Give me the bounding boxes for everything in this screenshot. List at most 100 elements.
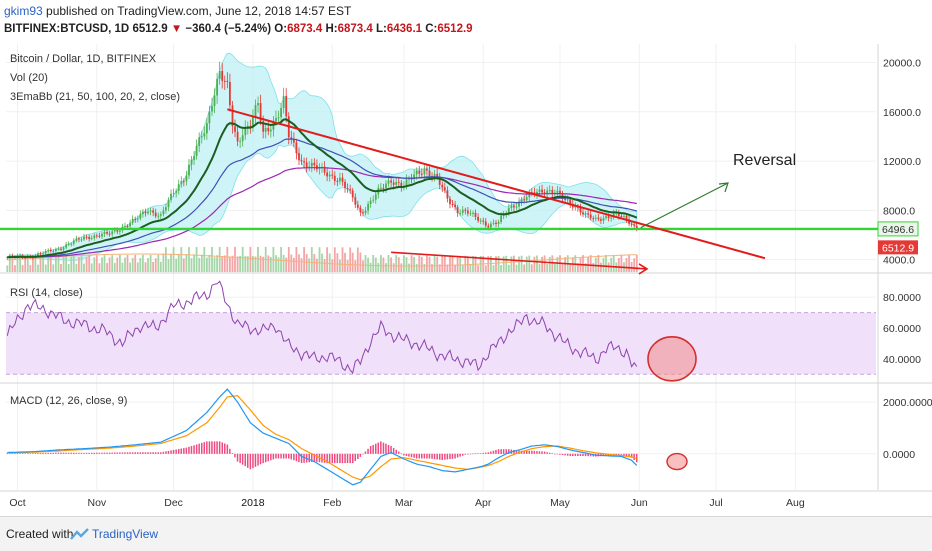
candle-body[interactable] (410, 178, 413, 180)
candle-body[interactable] (579, 207, 582, 213)
candle-body[interactable] (200, 136, 203, 138)
candle-body[interactable] (428, 170, 431, 177)
candle-body[interactable] (39, 253, 42, 255)
candle-body[interactable] (113, 230, 116, 232)
candle-body[interactable] (47, 249, 50, 251)
candle-body[interactable] (354, 197, 357, 205)
candle-body[interactable] (605, 216, 607, 219)
candle-body[interactable] (582, 212, 584, 215)
candle-body[interactable] (328, 174, 331, 177)
candle-body[interactable] (497, 222, 500, 224)
candle-body[interactable] (513, 205, 515, 208)
candle-body[interactable] (436, 173, 439, 178)
candle-body[interactable] (451, 204, 454, 205)
candle-body[interactable] (78, 238, 80, 240)
candle-body[interactable] (259, 103, 262, 122)
candle-body[interactable] (464, 209, 467, 211)
candle-body[interactable] (67, 243, 70, 245)
candle-body[interactable] (380, 187, 382, 189)
candle-body[interactable] (441, 184, 444, 188)
candle-body[interactable] (37, 253, 39, 256)
candle-body[interactable] (142, 211, 144, 215)
candle-body[interactable] (62, 247, 65, 250)
candle-body[interactable] (208, 111, 211, 124)
candle-body[interactable] (587, 213, 589, 215)
candle-body[interactable] (254, 105, 257, 117)
candle-body[interactable] (546, 190, 549, 194)
candle-body[interactable] (566, 199, 569, 201)
candle-body[interactable] (349, 189, 352, 191)
candle-body[interactable] (551, 190, 554, 194)
candle-body[interactable] (218, 71, 221, 79)
candle-body[interactable] (400, 182, 403, 187)
candle-body[interactable] (415, 170, 418, 175)
candle-body[interactable] (65, 244, 67, 248)
candle-body[interactable] (285, 95, 288, 117)
candle-body[interactable] (538, 189, 541, 192)
candle-body[interactable] (239, 141, 241, 143)
candle-body[interactable] (124, 226, 126, 227)
candle-body[interactable] (423, 168, 426, 175)
candle-body[interactable] (269, 129, 272, 132)
candle-body[interactable] (52, 251, 55, 252)
candle-body[interactable] (397, 181, 400, 183)
candle-body[interactable] (523, 199, 526, 201)
candle-body[interactable] (617, 212, 620, 217)
candle-body[interactable] (290, 137, 293, 139)
candle-body[interactable] (154, 212, 157, 217)
candle-body[interactable] (635, 225, 638, 229)
candle-body[interactable] (103, 232, 106, 234)
candle-body[interactable] (500, 215, 502, 222)
candle-body[interactable] (129, 222, 131, 227)
candle-body[interactable] (474, 212, 477, 217)
candle-body[interactable] (564, 198, 566, 200)
candle-body[interactable] (490, 223, 492, 228)
candle-body[interactable] (597, 217, 600, 220)
candle-body[interactable] (339, 177, 341, 182)
candle-body[interactable] (541, 189, 543, 193)
candle-body[interactable] (80, 239, 83, 241)
candle-body[interactable] (221, 71, 224, 81)
candle-body[interactable] (305, 162, 308, 168)
candle-body[interactable] (280, 108, 282, 118)
candle-body[interactable] (226, 80, 229, 82)
candle-body[interactable] (559, 190, 561, 194)
candle-body[interactable] (83, 236, 85, 240)
candle-body[interactable] (326, 172, 328, 177)
candle-body[interactable] (136, 218, 139, 220)
candle-body[interactable] (170, 193, 172, 200)
candle-body[interactable] (203, 133, 206, 137)
candle-body[interactable] (346, 188, 349, 190)
candle-body[interactable] (90, 238, 93, 240)
candle-body[interactable] (369, 200, 372, 204)
candle-body[interactable] (241, 135, 244, 142)
candle-body[interactable] (607, 216, 610, 219)
candle-body[interactable] (420, 173, 423, 175)
candle-body[interactable] (556, 190, 559, 193)
candle-body[interactable] (60, 248, 62, 250)
candle-body[interactable] (134, 218, 137, 220)
candle-body[interactable] (162, 210, 165, 215)
candle-body[interactable] (477, 216, 479, 221)
candle-body[interactable] (620, 216, 623, 217)
candle-body[interactable] (456, 207, 459, 213)
candle-body[interactable] (95, 235, 98, 237)
candle-body[interactable] (182, 181, 185, 183)
candle-body[interactable] (633, 224, 636, 226)
candle-body[interactable] (341, 177, 344, 182)
candle-body[interactable] (408, 178, 410, 180)
candle-body[interactable] (482, 220, 485, 222)
candle-body[interactable] (70, 243, 73, 245)
candle-body[interactable] (592, 218, 595, 220)
candle-body[interactable] (344, 181, 346, 188)
candle-body[interactable] (282, 95, 285, 108)
candle-body[interactable] (252, 116, 254, 128)
author-name[interactable]: gkim93 (4, 4, 43, 18)
candle-body[interactable] (510, 205, 513, 208)
candle-body[interactable] (72, 240, 75, 244)
candle-body[interactable] (472, 212, 474, 214)
candle-body[interactable] (487, 225, 490, 228)
candle-body[interactable] (198, 137, 201, 146)
candle-body[interactable] (165, 207, 167, 211)
candle-body[interactable] (467, 210, 469, 214)
